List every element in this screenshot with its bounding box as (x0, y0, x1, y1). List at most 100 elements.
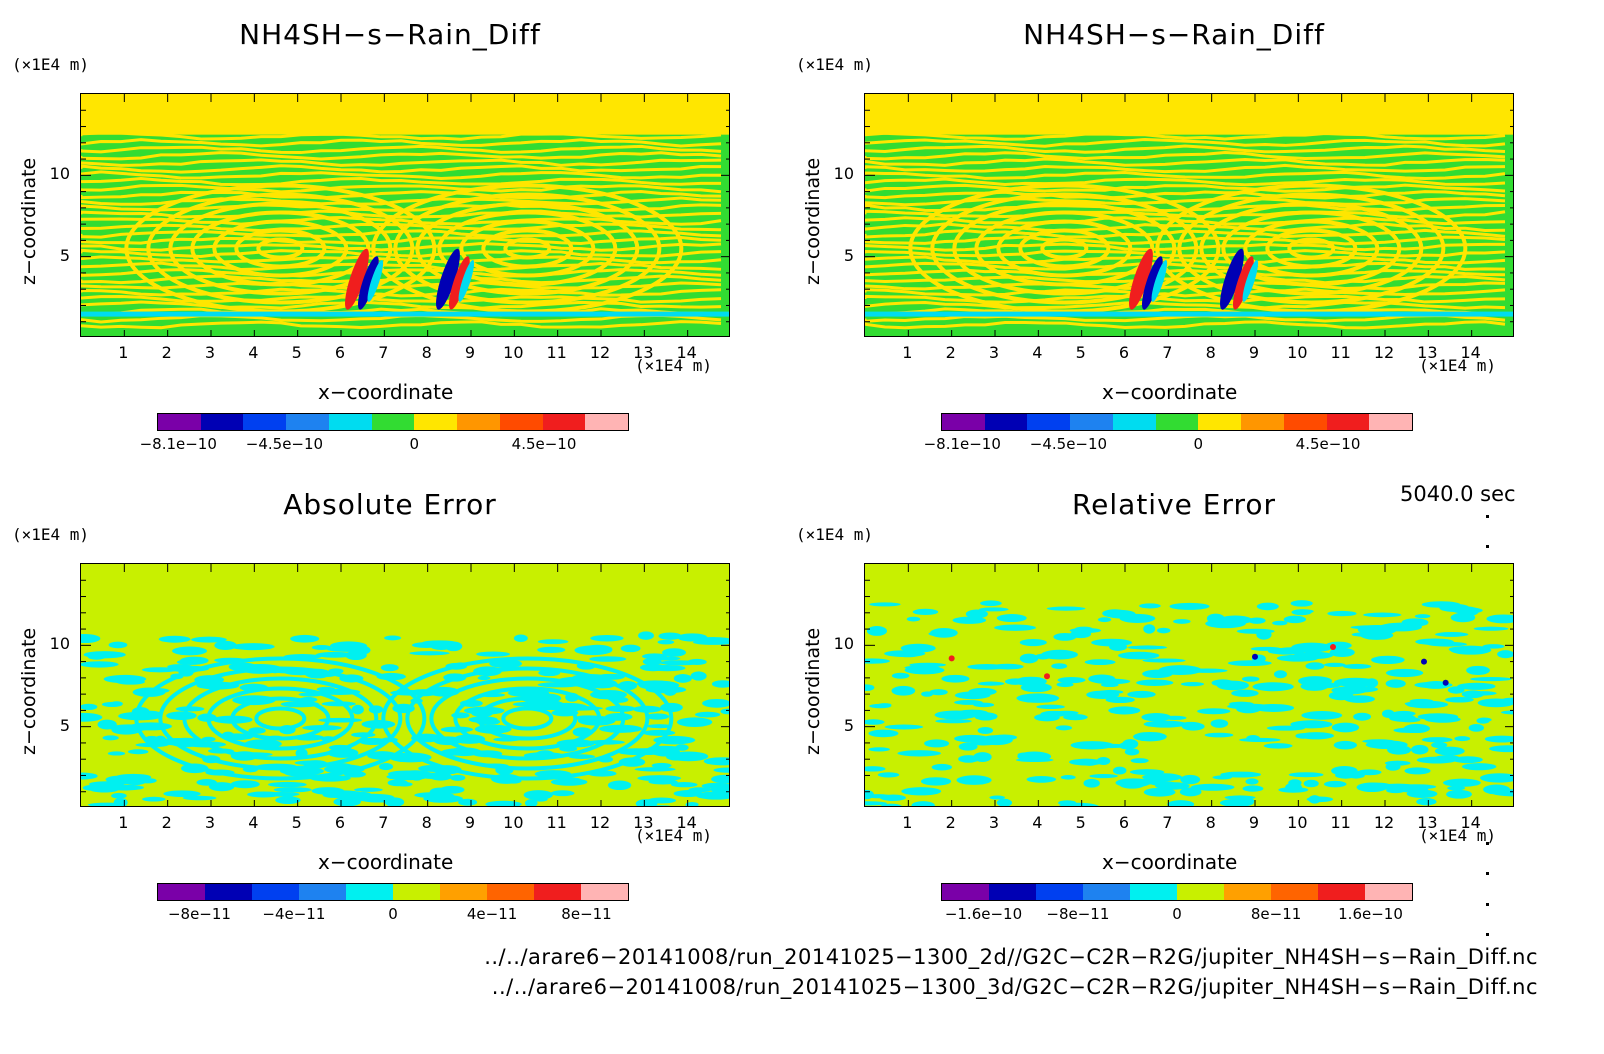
error-blob (282, 795, 295, 801)
stripe (865, 177, 1506, 187)
error-blob (1431, 741, 1448, 749)
colorbar-swatch (1198, 414, 1242, 430)
colorbar-label: 4.5e−10 (1295, 435, 1361, 453)
error-blob (1142, 773, 1183, 782)
x-tick-label: 6 (1118, 343, 1130, 362)
stripe (81, 131, 722, 141)
y-axis-label: z−coordinate (18, 157, 40, 285)
y-tick-label: 5 (843, 715, 854, 735)
error-blob (81, 712, 103, 722)
colorbar-label: −1.6e−10 (944, 905, 1023, 923)
error-blob (1019, 653, 1039, 664)
error-blob (273, 787, 312, 793)
updraft-negative (1233, 256, 1254, 310)
x-tick-label: 5 (1075, 343, 1086, 362)
error-blob (574, 715, 603, 721)
error-blob (1295, 733, 1312, 739)
error-blob (550, 790, 575, 797)
error-blob (1220, 771, 1262, 778)
x-tick-label: 13 (1417, 343, 1438, 362)
x-tick-label: 14 (676, 813, 697, 832)
error-blob (384, 635, 402, 641)
x-tick-label: 9 (1248, 813, 1260, 832)
vortex-ring (453, 686, 602, 751)
error-blob (1360, 630, 1394, 640)
error-blob (868, 729, 899, 738)
x-tick-label: 4 (1032, 813, 1043, 832)
x-tick-label: 2 (161, 343, 172, 362)
error-blob (230, 780, 260, 789)
vortex-ring (503, 237, 552, 260)
error-blob (311, 645, 332, 650)
stripe (81, 313, 722, 324)
vortex-ring (437, 210, 618, 287)
error-blob (991, 663, 1024, 670)
error-blob (1231, 689, 1259, 697)
vortex-ring (1018, 228, 1111, 269)
error-blob (1290, 720, 1333, 729)
colorbar-label: 8e−11 (561, 905, 612, 923)
error-blob (1378, 783, 1418, 791)
stripe (81, 281, 722, 291)
x-tick-label: 6 (334, 343, 346, 362)
x-tick-label: 13 (633, 813, 654, 832)
vortex-ring (256, 237, 305, 260)
stripe (865, 320, 1506, 330)
error-blob (1415, 638, 1454, 645)
colorbar-swatch (328, 414, 372, 430)
error-blob (1245, 778, 1259, 785)
error-blob (941, 674, 970, 683)
colorbar-label: −8.1e−10 (923, 435, 1001, 453)
stripe (865, 144, 1506, 154)
error-blob (665, 752, 686, 761)
y-axis-label: z−coordinate (18, 627, 40, 755)
error-blob (166, 711, 197, 721)
error-blob (1468, 691, 1497, 696)
error-blob (645, 713, 670, 720)
y-tick-label: 10 (833, 634, 854, 654)
error-blob (1447, 785, 1466, 791)
error-blob (81, 772, 98, 780)
updraft-positive (1129, 248, 1153, 310)
x-tick-label: 1 (118, 813, 129, 832)
error-blob (1445, 696, 1474, 703)
plot-area (864, 563, 1514, 807)
colorbar-label: 1.6e−10 (1338, 905, 1403, 923)
updraft-halo (1151, 260, 1168, 302)
error-blob (315, 651, 354, 658)
error-blob (673, 673, 692, 683)
x-tick-label: 1 (902, 343, 913, 362)
error-blob (1143, 787, 1176, 797)
error-blob (167, 664, 193, 670)
x-tick-label: 14 (1460, 813, 1481, 832)
error-blob (877, 772, 900, 778)
error-blob (956, 709, 989, 717)
error-blob (142, 796, 166, 802)
colorbar-label: 4.5e−10 (511, 435, 577, 453)
error-blob (865, 719, 885, 725)
colorbar-label: 4e−11 (466, 905, 518, 923)
error-blob (102, 784, 144, 791)
error-blob (868, 747, 890, 752)
vortex-ring (1243, 219, 1380, 278)
updraft-halo (1242, 260, 1259, 302)
error-blob (450, 774, 466, 781)
error-blob (477, 675, 491, 681)
colorbar-label: 0 (388, 905, 398, 923)
vortex-ring (1040, 237, 1089, 260)
error-blob (1118, 742, 1135, 750)
error-blob (1388, 714, 1416, 722)
x-tick-label: 11 (1330, 813, 1351, 832)
error-blob (695, 711, 721, 718)
error-blob (1248, 617, 1266, 624)
error-blob (1446, 789, 1472, 799)
x-tick-label: 1 (118, 343, 129, 362)
colorbar-swatch (1130, 884, 1177, 900)
x-tick-label: 3 (988, 813, 1000, 832)
error-blob (690, 671, 707, 681)
error-blob (201, 736, 216, 742)
error-blob (1301, 711, 1343, 720)
error-blob (980, 600, 1002, 607)
upper-layer (865, 94, 1513, 135)
colorbar-label: −8e−11 (167, 905, 231, 923)
